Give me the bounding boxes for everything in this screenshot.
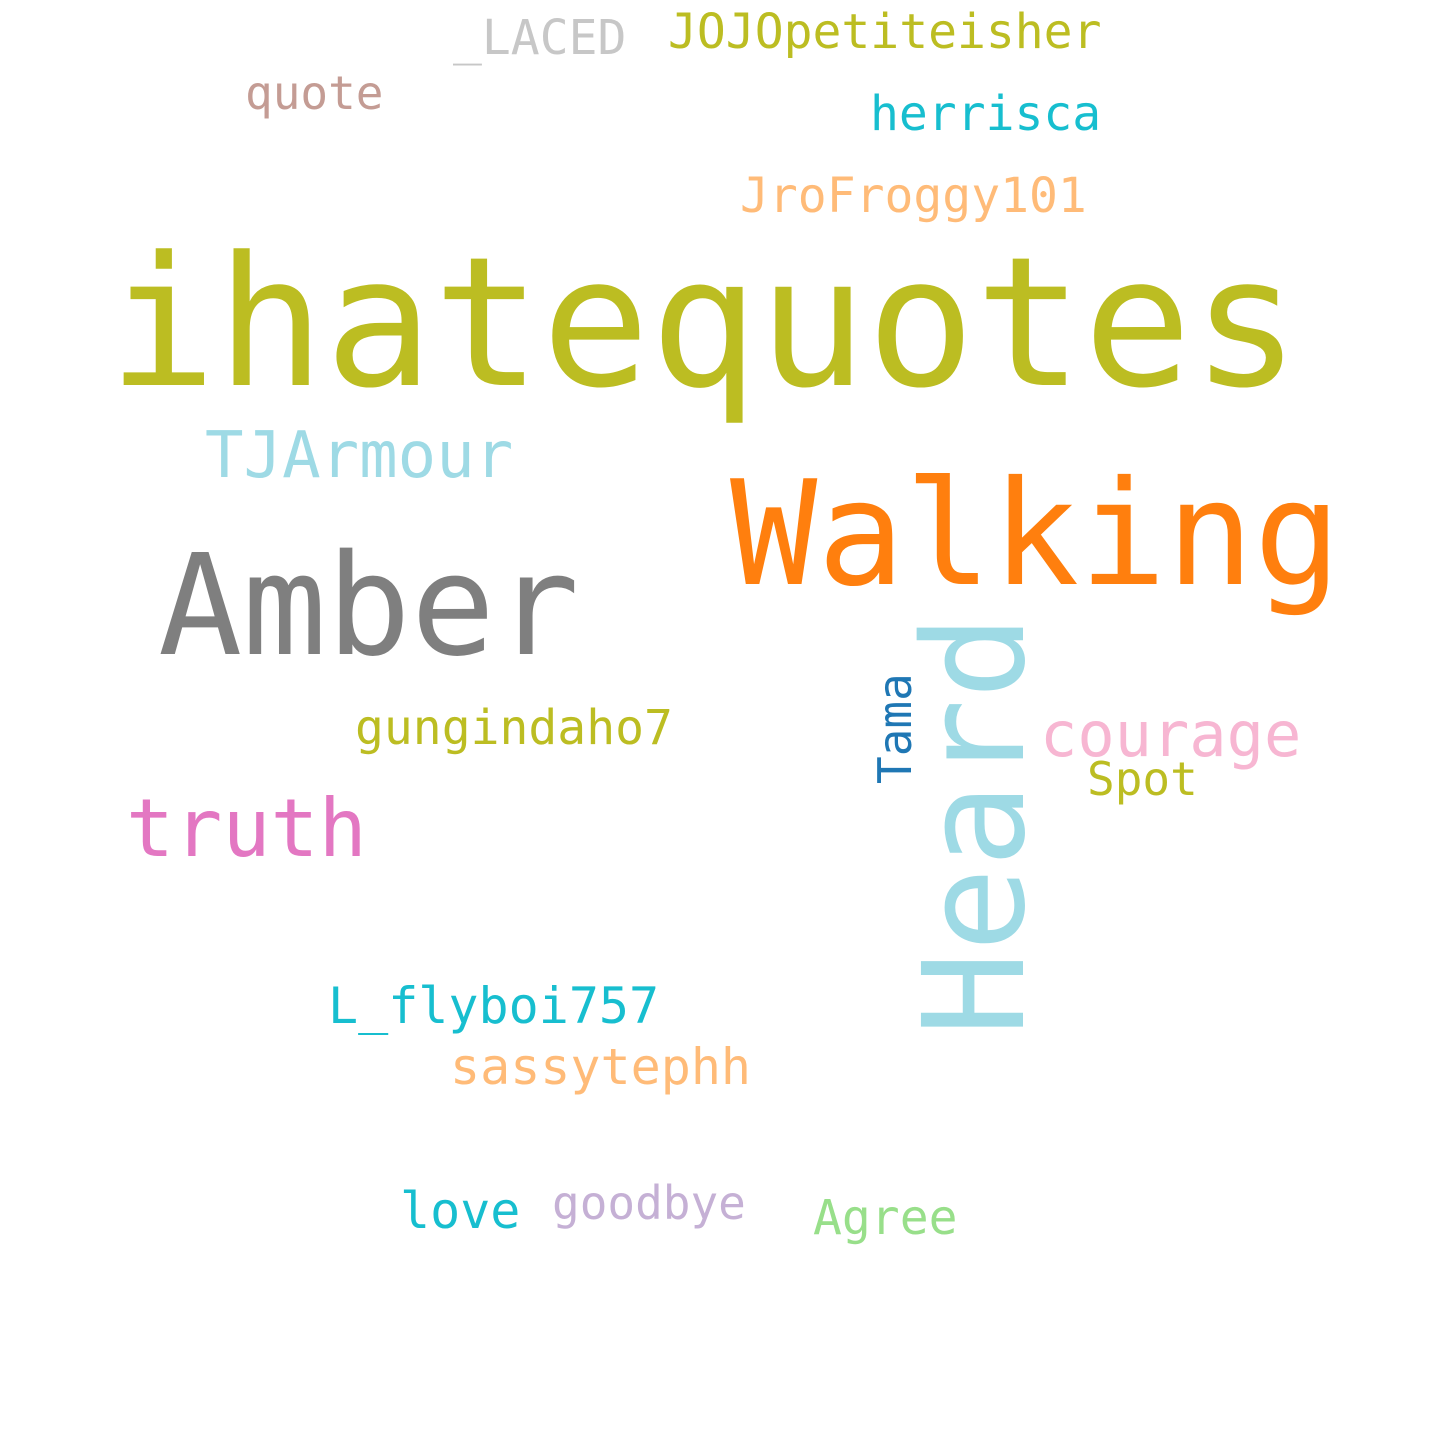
- word-love: love: [400, 1182, 521, 1240]
- word-quote: quote: [245, 66, 384, 120]
- word-laced: _LACED: [453, 10, 627, 66]
- word-tjarmour: TJArmour: [205, 419, 514, 493]
- word-jojopetiteisher: JOJOpetiteisher: [668, 4, 1102, 60]
- word-truth: truth: [126, 782, 367, 875]
- word-gungindaho7: gungindaho7: [355, 700, 673, 756]
- word-jrofroggy101: JroFroggy101: [740, 168, 1087, 224]
- word-sassytephh: sassytephh: [450, 1038, 752, 1096]
- word-herrisca: herrisca: [870, 86, 1102, 142]
- word-courage: courage: [1040, 698, 1302, 771]
- word-agree: Agree: [813, 1190, 958, 1246]
- word-lflyboi757: L_flyboi757: [328, 977, 660, 1035]
- word-walking: Walking: [730, 450, 1342, 619]
- word-goodbye: goodbye: [552, 1176, 746, 1230]
- word-tama: Tama: [868, 673, 922, 784]
- word-amber: Amber: [158, 525, 580, 688]
- word-spot: Spot: [1087, 752, 1198, 806]
- word-heard: Heard: [894, 614, 1057, 1036]
- word-ihatequotes: ihatequotes: [108, 219, 1301, 428]
